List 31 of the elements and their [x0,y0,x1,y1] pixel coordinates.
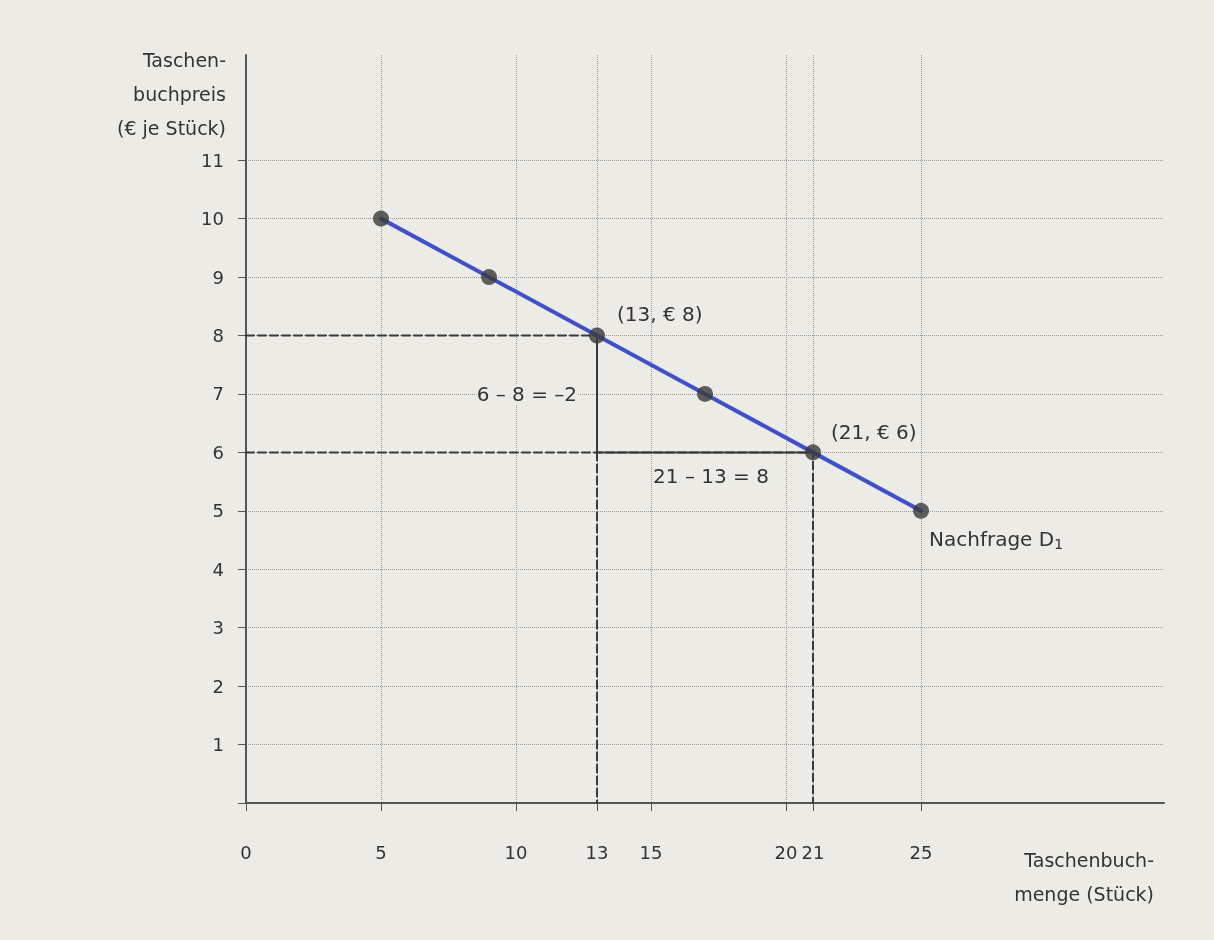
point [697,385,713,402]
y-tick-label: 6 [212,441,224,463]
x-tick-label: 21 [801,841,825,863]
x-axis-title: Taschenbuch- menge (Stück) [1014,849,1154,905]
annotation: 6 – 8 = –2 [476,381,577,406]
x-tick-label: 20 [774,841,798,863]
annotation: 21 – 13 = 8 [653,464,769,489]
y-tick-label: 10 [201,208,224,230]
point [805,444,821,461]
y-tick-label: 2 [212,675,224,697]
point [481,269,497,286]
point [913,502,929,519]
x-tick-label: 25 [909,841,933,863]
annotation: (21, € 6) [831,420,917,445]
point [589,327,605,344]
y-tick-label: 4 [212,558,224,580]
x-tick-label: 5 [375,841,387,863]
x-tick-label: 0 [240,841,252,863]
y-tick-label: 8 [212,325,224,346]
x-tick-label: 15 [639,841,663,863]
annotation: (13, € 8) [617,301,703,326]
x-tick-label: 10 [504,841,528,863]
y-tick-label: 1 [212,734,224,756]
y-tick-label: 7 [212,383,224,405]
x-tick-label: 13 [585,841,609,863]
y-axis-title: Taschen- buchpreis (€ je Stück) [117,49,226,139]
y-tick-label: 5 [212,500,224,522]
y-tick-label: 11 [201,149,224,171]
y-tick-label: 9 [212,266,224,288]
y-tick-label: 3 [212,617,224,639]
point [373,210,389,227]
